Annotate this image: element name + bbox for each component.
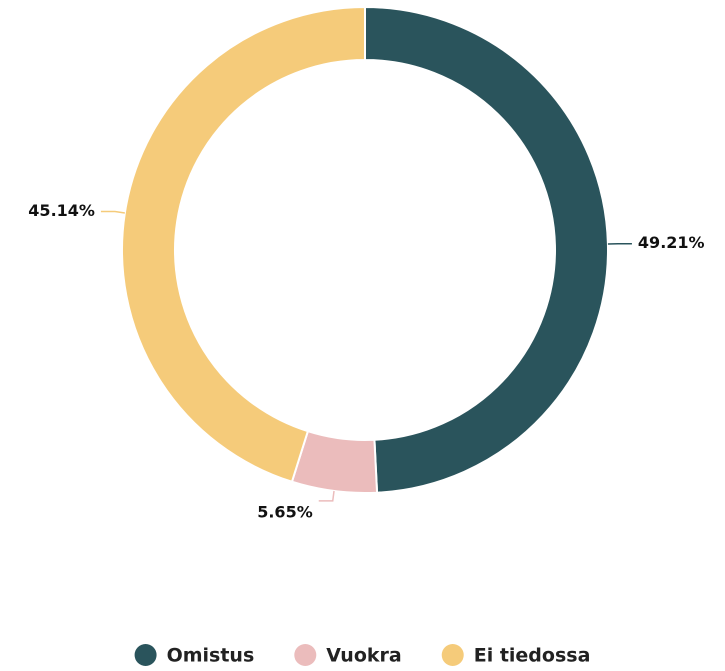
legend-label: Omistus [167, 645, 255, 667]
value-label: 45.14% [28, 201, 95, 220]
legend-label: Ei tiedossa [474, 645, 591, 667]
donut-segment [364, 5, 609, 494]
leader-line [100, 210, 125, 214]
legend-marker [441, 644, 464, 666]
legend-marker [134, 644, 157, 666]
value-label: 5.65% [257, 502, 313, 521]
leader-line [318, 490, 335, 502]
value-label: 49.21% [638, 233, 705, 252]
legend-label: Vuokra [326, 645, 401, 667]
donut-segment [121, 5, 366, 484]
legend-marker [294, 644, 317, 666]
